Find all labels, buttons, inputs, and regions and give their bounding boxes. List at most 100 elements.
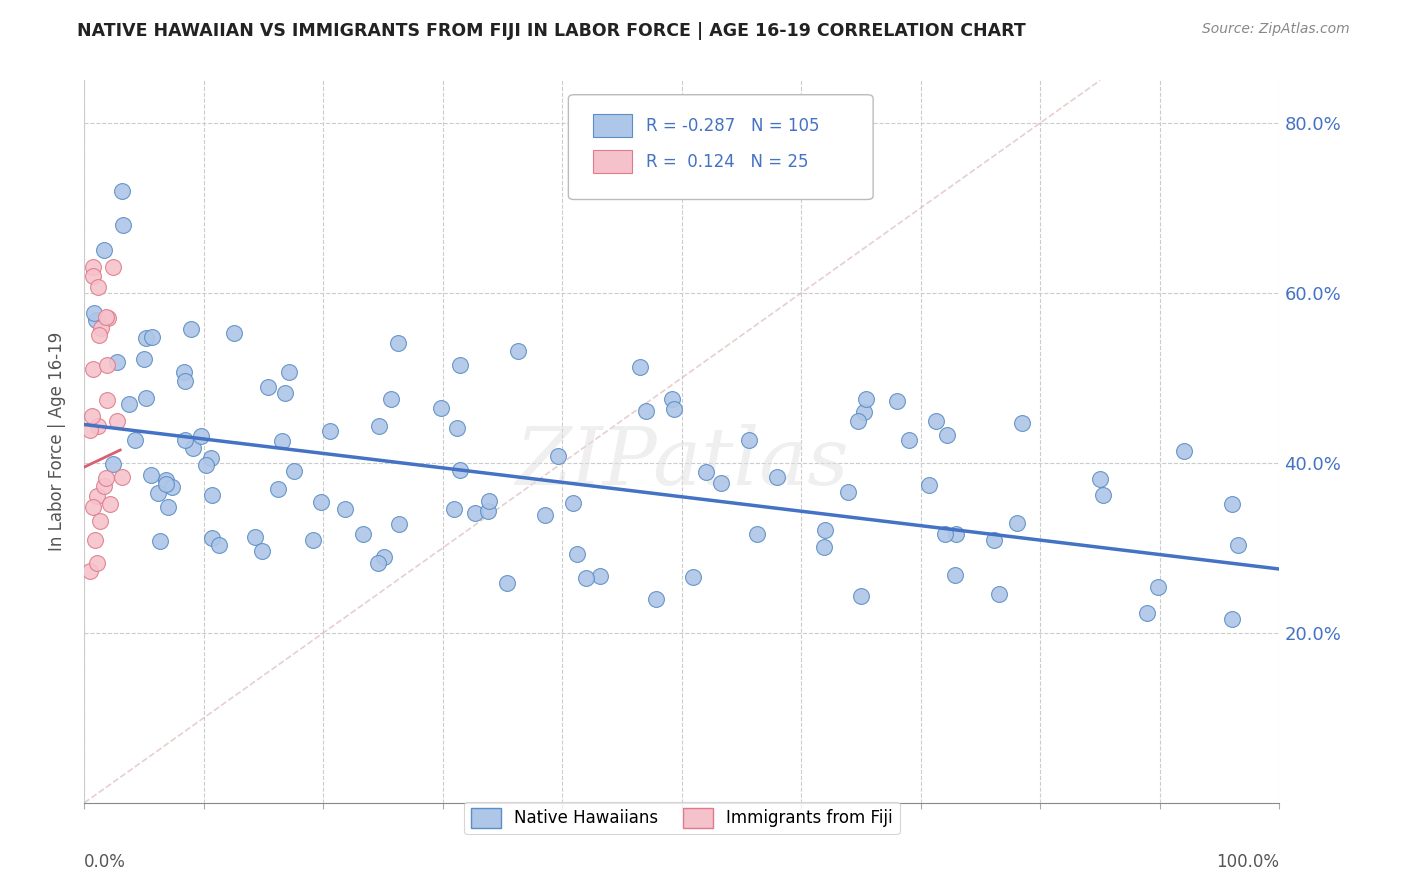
Point [87, 328, 110, 343]
Point [86, 557, 108, 571]
Point [562, 496, 585, 510]
Point [380, 392, 402, 406]
Point [160, 480, 183, 494]
Point [367, 419, 389, 434]
Point [201, 488, 224, 502]
Point [148, 486, 170, 500]
Point [333, 501, 356, 516]
Point [105, 355, 128, 369]
Point [105, 414, 128, 428]
Point [1091, 487, 1114, 501]
Text: Source: ZipAtlas.com: Source: ZipAtlas.com [1202, 22, 1350, 37]
Point [682, 570, 704, 584]
Point [173, 374, 195, 388]
Point [243, 530, 266, 544]
Point [430, 401, 453, 416]
Point [96, 392, 118, 407]
Point [79, 564, 101, 578]
Point [270, 434, 292, 448]
Point [1146, 580, 1168, 594]
Point [274, 386, 297, 401]
Point [283, 464, 305, 478]
Point [945, 526, 967, 541]
Point [82, 409, 104, 423]
Point [851, 589, 873, 603]
Point [943, 568, 966, 582]
Point [1220, 497, 1243, 511]
Y-axis label: In Labor Force | Age 16-19: In Labor Force | Age 16-19 [48, 332, 66, 551]
Point [628, 360, 651, 375]
Point [745, 527, 768, 541]
Point [208, 538, 231, 552]
Point [925, 414, 948, 428]
Point [934, 526, 956, 541]
Point [575, 572, 598, 586]
Point [852, 405, 875, 419]
Point [352, 527, 374, 541]
Point [83, 533, 105, 548]
Point [738, 433, 761, 447]
Point [111, 470, 134, 484]
Point [86, 280, 108, 294]
Point [94, 310, 117, 324]
Point [112, 218, 135, 232]
Point [79, 423, 101, 437]
Point [101, 260, 124, 274]
Point [135, 330, 157, 344]
Point [1136, 606, 1159, 620]
Point [195, 458, 218, 472]
Point [149, 534, 172, 549]
Point [86, 418, 108, 433]
FancyBboxPatch shape [593, 114, 631, 137]
Point [477, 504, 499, 518]
Point [173, 365, 195, 379]
Point [766, 470, 789, 484]
Point [155, 476, 177, 491]
Point [94, 471, 117, 485]
Point [93, 479, 115, 493]
Text: ZIPatlas: ZIPatlas [515, 425, 849, 502]
Point [256, 379, 278, 393]
Point [446, 421, 468, 435]
Point [1173, 444, 1195, 458]
Point [132, 351, 155, 366]
Point [181, 441, 204, 455]
Point [443, 501, 465, 516]
Point [534, 508, 557, 522]
Point [250, 543, 273, 558]
Legend: Native Hawaiians, Immigrants from Fiji: Native Hawaiians, Immigrants from Fiji [464, 802, 900, 834]
Point [83, 306, 105, 320]
Point [82, 260, 104, 275]
Point [886, 394, 908, 409]
Point [661, 392, 683, 406]
Point [111, 184, 134, 198]
Point [222, 326, 245, 341]
FancyBboxPatch shape [568, 95, 873, 200]
Point [302, 533, 325, 547]
Point [180, 322, 202, 336]
Point [173, 433, 195, 447]
Point [311, 495, 333, 509]
Point [97, 310, 120, 325]
Text: R = -0.287   N = 105: R = -0.287 N = 105 [647, 117, 820, 135]
Point [449, 462, 471, 476]
Point [319, 424, 342, 438]
Point [695, 465, 717, 479]
Text: 100.0%: 100.0% [1216, 854, 1279, 871]
Point [155, 473, 177, 487]
Point [141, 467, 163, 482]
Point [82, 268, 104, 283]
Point [98, 497, 121, 511]
Point [1005, 516, 1028, 531]
Point [547, 450, 569, 464]
Point [96, 358, 118, 372]
Point [373, 549, 395, 564]
Point [387, 336, 409, 351]
Point [1090, 472, 1112, 486]
Point [464, 506, 486, 520]
Point [388, 517, 411, 532]
Point [636, 404, 658, 418]
Point [645, 592, 668, 607]
Point [589, 568, 612, 582]
Point [201, 531, 224, 545]
